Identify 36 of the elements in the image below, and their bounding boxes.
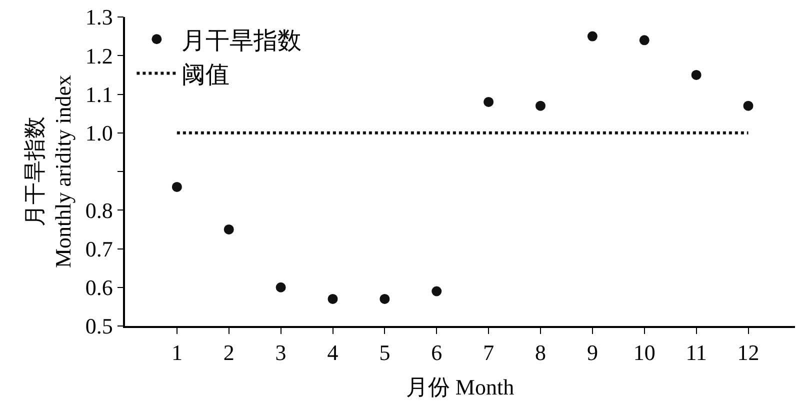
y-tick-label: 1.0	[85, 120, 113, 146]
x-tick-label: 4	[327, 340, 338, 366]
point	[639, 35, 650, 46]
point	[328, 294, 338, 304]
x-tick-label: 6	[431, 340, 442, 366]
y-axis-title: 月干旱指数 Monthly aridity index	[22, 74, 76, 268]
x-tick-label: 5	[379, 340, 390, 366]
x-tick-label: 12	[737, 340, 760, 366]
x-tick-label: 7	[483, 340, 494, 366]
x-tick-label: 8	[535, 340, 546, 366]
point	[276, 282, 286, 292]
point	[484, 96, 494, 107]
point	[743, 100, 754, 111]
x-tick-label: 10	[633, 340, 656, 366]
point	[224, 224, 234, 234]
y-tick-label: 0.7	[85, 236, 113, 262]
y-tick-label: 1.3	[85, 4, 113, 30]
point	[380, 294, 390, 304]
y-tick-label: 1.1	[85, 82, 113, 107]
y-tick-label: 0.8	[85, 198, 113, 223]
point	[587, 31, 598, 42]
point	[536, 100, 546, 111]
y-tick-label: 0.6	[85, 275, 113, 300]
point	[691, 70, 702, 80]
x-tick-label: 1	[171, 340, 182, 366]
legend-label: 阈值	[182, 62, 230, 89]
x-tick-label: 3	[275, 340, 286, 366]
point	[172, 182, 182, 192]
x-axis-title: 月份 Month	[406, 374, 514, 400]
y-tick-label: 0.5	[85, 314, 113, 339]
x-tick-label: 9	[586, 340, 598, 366]
point	[432, 286, 442, 296]
y-tick-label: 1.2	[85, 43, 113, 68]
x-tick-label: 11	[686, 340, 707, 366]
x-tick-label: 2	[223, 340, 234, 366]
legend-label: 月干旱指数	[182, 28, 302, 54]
